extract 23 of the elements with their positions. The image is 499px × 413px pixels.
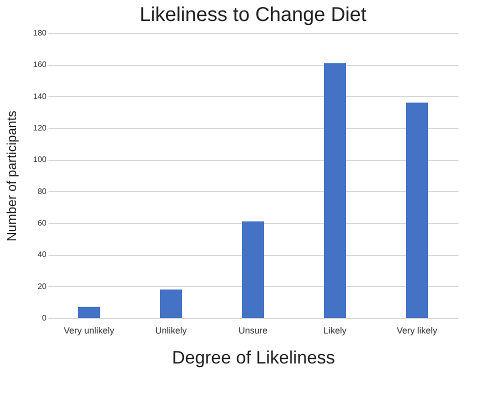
- y-tick-label: 180: [33, 28, 48, 38]
- y-tick-label: 20: [38, 282, 48, 291]
- y-tick-label: 100: [33, 155, 48, 164]
- y-tick-label: 120: [33, 124, 48, 132]
- y-tick-label: 140: [33, 92, 48, 101]
- y-tick-label: 160: [33, 60, 48, 70]
- bar: [242, 221, 264, 318]
- x-tick-label: Unsure: [238, 326, 268, 336]
- x-tick-label: Likely: [323, 326, 347, 336]
- x-tick-label: Unlikely: [155, 326, 188, 336]
- bar: [160, 290, 182, 318]
- chart-title: Likeliness to Change Diet: [140, 4, 367, 26]
- bar: [406, 102, 428, 318]
- y-tick-label: 40: [38, 250, 48, 260]
- bar: [78, 306, 100, 318]
- y-tick-label: 80: [38, 186, 48, 196]
- y-tick-label: 0: [42, 314, 48, 322]
- x-tick-label: Very unlikely: [64, 326, 115, 336]
- y-tick-label: 60: [38, 218, 48, 228]
- bar: [324, 63, 346, 318]
- x-tick-label: Very likely: [396, 326, 438, 336]
- y-axis-title: Number of participants: [4, 110, 20, 242]
- x-axis-title: Degree of Likeliness: [172, 348, 336, 368]
